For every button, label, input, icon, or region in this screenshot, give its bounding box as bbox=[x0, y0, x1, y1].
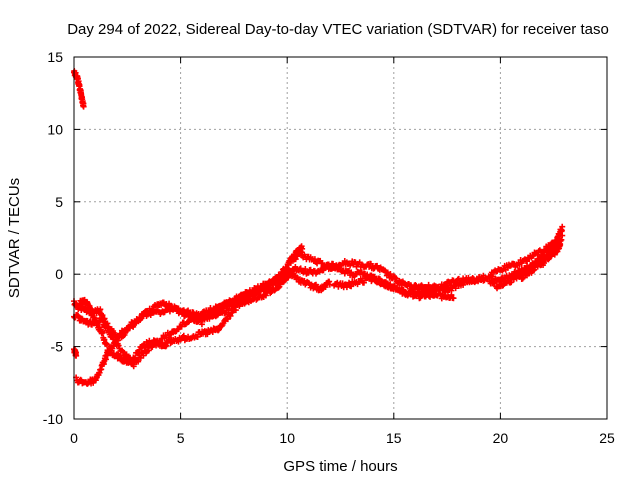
data-point bbox=[360, 279, 367, 286]
data-point bbox=[135, 358, 142, 365]
data-point bbox=[534, 251, 541, 258]
x-tick-label: 25 bbox=[599, 430, 615, 446]
data-point bbox=[236, 303, 243, 310]
y-tick-label: 10 bbox=[47, 121, 63, 137]
data-point bbox=[452, 285, 459, 292]
data-point bbox=[168, 331, 175, 338]
data-point bbox=[268, 288, 275, 295]
y-tick-label: 5 bbox=[55, 194, 63, 210]
data-point bbox=[198, 321, 205, 328]
data-point bbox=[534, 263, 541, 270]
data-point bbox=[145, 347, 152, 354]
data-point bbox=[232, 307, 239, 314]
data-point bbox=[450, 295, 457, 302]
data-point bbox=[392, 275, 399, 282]
data-point bbox=[157, 338, 164, 345]
series-arc-10 bbox=[518, 238, 564, 282]
axis-ticks: 0 5 10 15 20 25 -10 -5 0 5 10 15 bbox=[43, 49, 615, 446]
data-point bbox=[215, 327, 222, 334]
data-point bbox=[559, 223, 566, 230]
data-point bbox=[234, 298, 241, 305]
series-arc-6 bbox=[77, 269, 333, 370]
data-point bbox=[282, 265, 289, 272]
data-point bbox=[103, 321, 110, 328]
data-point bbox=[285, 261, 292, 268]
data-point bbox=[130, 363, 137, 370]
data-point bbox=[387, 271, 394, 278]
chart-title: Day 294 of 2022, Sidereal Day-to-day VTE… bbox=[67, 21, 609, 38]
data-point bbox=[99, 329, 106, 336]
data-point bbox=[319, 260, 326, 267]
data-point bbox=[375, 275, 382, 282]
y-tick-label: -5 bbox=[51, 339, 64, 355]
data-point bbox=[80, 103, 87, 110]
data-point bbox=[447, 282, 454, 289]
data-point bbox=[370, 273, 377, 280]
data-point bbox=[311, 256, 318, 263]
x-tick-label: 5 bbox=[177, 430, 185, 446]
data-point bbox=[265, 285, 272, 292]
data-point bbox=[299, 245, 306, 252]
data-point bbox=[371, 274, 378, 281]
data-point bbox=[99, 317, 106, 324]
data-point bbox=[149, 306, 156, 313]
data-point bbox=[325, 261, 332, 268]
data-point bbox=[408, 288, 415, 295]
x-tick-label: 10 bbox=[279, 430, 295, 446]
x-axis-label: GPS time / hours bbox=[283, 458, 397, 475]
x-tick-label: 0 bbox=[70, 430, 78, 446]
data-point bbox=[302, 266, 309, 273]
y-tick-label: -10 bbox=[43, 411, 63, 427]
y-tick-label: 15 bbox=[47, 49, 63, 65]
data-point bbox=[391, 274, 398, 281]
x-tick-label: 15 bbox=[386, 430, 402, 446]
data-point bbox=[262, 292, 269, 299]
data-point bbox=[448, 291, 455, 298]
x-tick-label: 20 bbox=[493, 430, 509, 446]
data-point bbox=[400, 286, 407, 293]
data-point bbox=[148, 307, 155, 314]
y-axis-label: SDTVAR / TECUs bbox=[6, 178, 23, 298]
data-point bbox=[336, 263, 343, 270]
data-point bbox=[227, 312, 234, 319]
data-point bbox=[433, 287, 440, 294]
y-tick-label: 0 bbox=[55, 266, 63, 282]
data-point bbox=[104, 341, 111, 348]
data-point bbox=[480, 277, 487, 284]
data-point bbox=[290, 255, 297, 262]
data-point bbox=[557, 240, 564, 247]
data-point bbox=[423, 291, 430, 298]
data-point bbox=[224, 316, 231, 323]
series-arc-1 bbox=[71, 67, 87, 110]
series-arc-7 bbox=[331, 273, 487, 302]
data-point bbox=[346, 279, 353, 286]
data-point bbox=[178, 323, 185, 330]
data-point bbox=[412, 282, 419, 289]
data-point bbox=[94, 319, 101, 326]
data-point bbox=[215, 326, 222, 333]
data-point bbox=[104, 325, 111, 332]
grid bbox=[74, 57, 607, 419]
data-point bbox=[110, 335, 117, 342]
plot-frame bbox=[73, 56, 608, 420]
data-point bbox=[326, 281, 333, 288]
data-points bbox=[71, 67, 566, 387]
data-point bbox=[519, 275, 526, 282]
data-point bbox=[109, 334, 116, 341]
data-point bbox=[267, 290, 274, 297]
data-point bbox=[253, 296, 260, 303]
